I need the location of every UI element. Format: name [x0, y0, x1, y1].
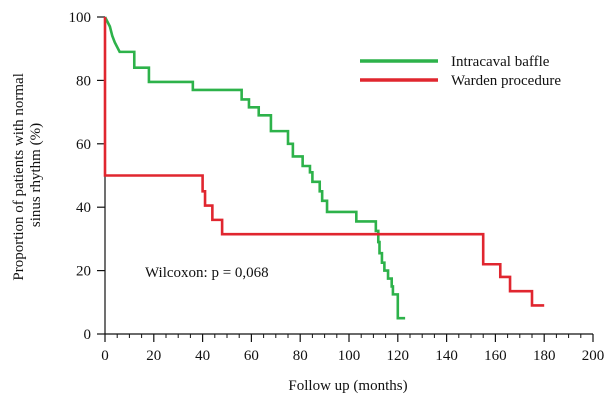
legend-label-intracaval-baffle: Intracaval baffle — [451, 54, 550, 70]
legend: Intracaval baffle Warden procedure — [360, 54, 561, 89]
y-tick-label: 20 — [76, 264, 91, 280]
x-tick-label: 40 — [195, 348, 210, 364]
y-tick-label: 100 — [69, 10, 92, 26]
x-tick-label: 80 — [293, 348, 308, 364]
wilcoxon-annotation: Wilcoxon: p = 0,068 — [145, 265, 269, 281]
x-tick-label: 120 — [387, 348, 410, 364]
y-tick-label: 80 — [76, 73, 91, 89]
y-axis-label: Proportion of patients with normal sinus… — [11, 69, 44, 280]
series-line-warden-procedure — [103, 17, 545, 307]
x-tick-label: 160 — [484, 348, 507, 364]
x-tick-label: 140 — [435, 348, 458, 364]
y-tick-label: 60 — [76, 137, 91, 153]
y-tick-label: 40 — [76, 200, 91, 216]
x-tick-label: 200 — [582, 348, 605, 364]
y-axis-label-line-2: sinus rhythm (%) — [28, 123, 44, 227]
legend-label-warden-procedure: Warden procedure — [451, 73, 561, 89]
x-tick-label: 100 — [338, 348, 361, 364]
chart-text: Follow up (months) Proportion of patient… — [11, 69, 408, 394]
axes: 0 20 40 60 80 100 120 140 160 180 200 0 20 40 60 80 100 — [69, 10, 605, 364]
y-axis-label-line-1: Proportion of patients with normal — [11, 73, 27, 280]
x-tick-label: 180 — [533, 348, 556, 364]
series-line-intracaval-baffle — [103, 16, 406, 320]
x-tick-label: 0 — [101, 348, 109, 364]
series-lines — [103, 16, 545, 320]
x-axis-label: Follow up (months) — [288, 378, 407, 394]
y-tick-label: 0 — [84, 327, 92, 343]
x-tick-label: 60 — [244, 348, 259, 364]
x-tick-label: 20 — [146, 348, 161, 364]
